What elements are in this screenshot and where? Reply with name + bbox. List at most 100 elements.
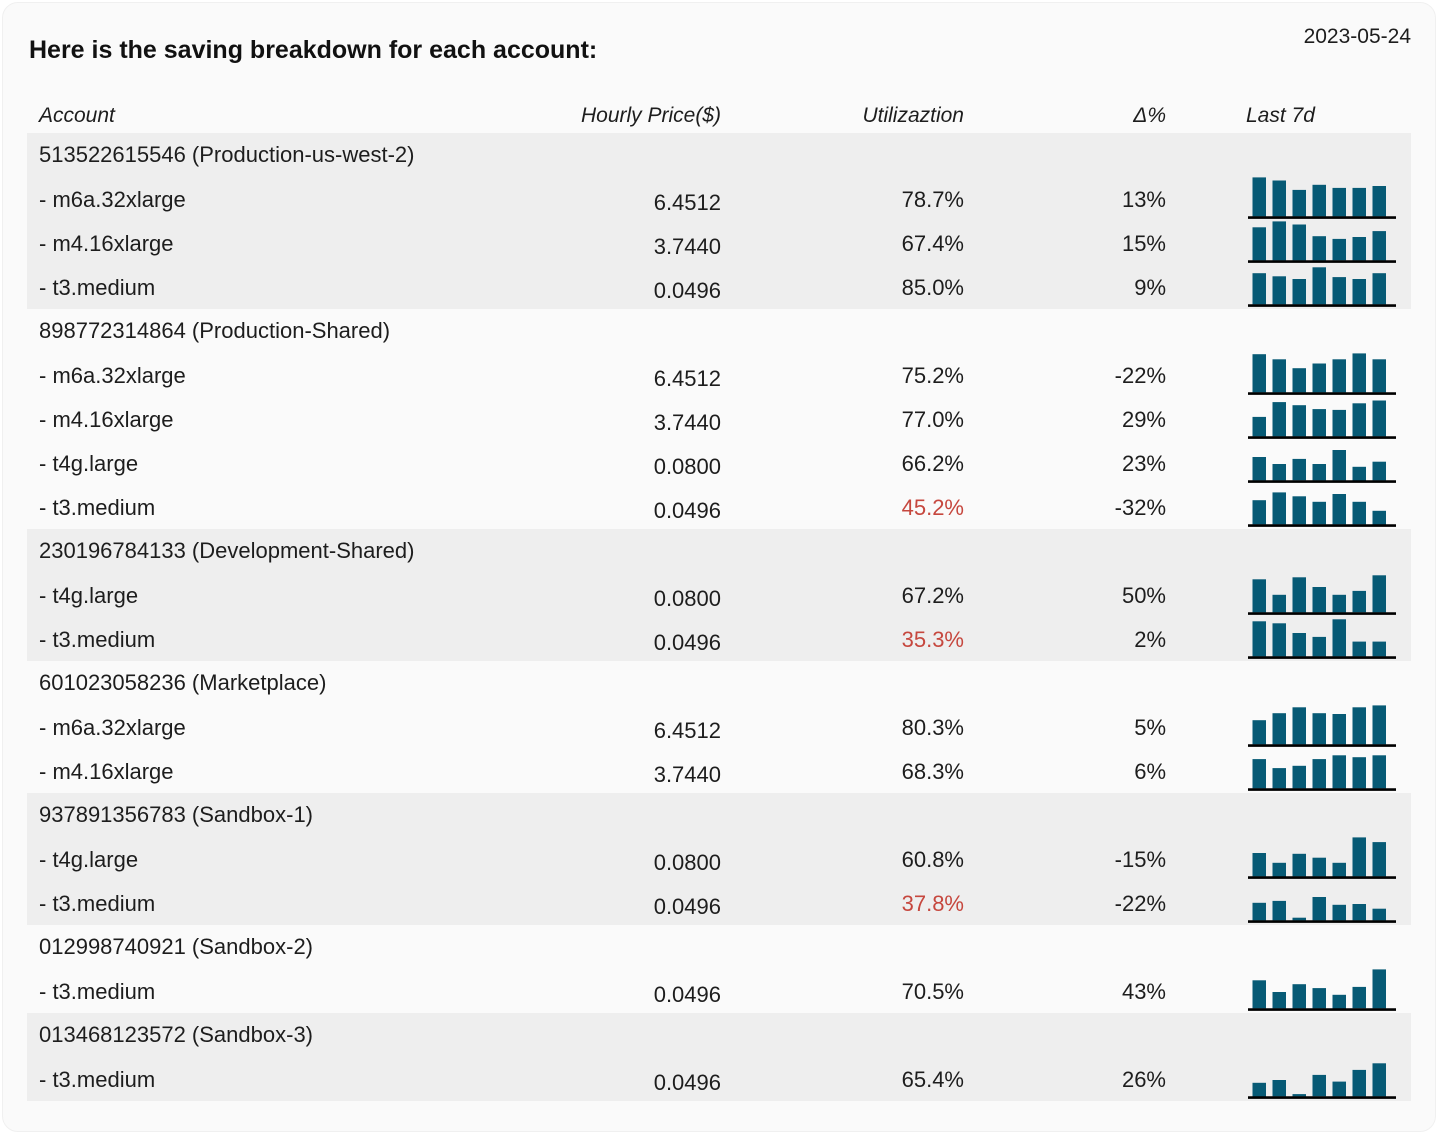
instance-row: - m6a.32xlarge 6.4512 80.3% 5%	[27, 705, 1411, 749]
account-label: 601023058236 (Marketplace)	[39, 670, 327, 695]
spark-bar	[1252, 759, 1266, 789]
spark-bar	[1332, 619, 1346, 657]
utilization-value: 45.2%	[901, 495, 964, 520]
page-title: Here is the saving breakdown for each ac…	[29, 36, 598, 64]
spark-bar	[1332, 450, 1346, 481]
account-section: 230196784133 (Development-Shared) - t4g.l…	[27, 529, 1411, 661]
account-label: 898772314864 (Production-Shared)	[39, 318, 391, 343]
instance-row: - t3.medium 0.0496 35.3% 2%	[27, 617, 1411, 661]
spark-bar	[1292, 224, 1306, 261]
spark-bar	[1292, 577, 1306, 613]
table-body: 513522615546 (Production-us-west-2) - m6a…	[27, 133, 1411, 1101]
spark-bar	[1292, 279, 1306, 305]
delta-value: 23%	[1121, 451, 1166, 476]
account-section: 898772314864 (Production-Shared) - m6a.32…	[27, 309, 1411, 529]
last7d-sparkline	[1248, 755, 1396, 791]
column-header-account: Account	[39, 104, 115, 127]
spark-bar	[1252, 720, 1266, 745]
spark-bar	[1292, 853, 1306, 877]
spark-bar	[1332, 714, 1346, 745]
spark-bar	[1292, 189, 1306, 217]
spark-bar	[1292, 1094, 1306, 1097]
account-section-header: 230196784133 (Development-Shared)	[27, 529, 1411, 573]
utilization-value: 70.5%	[901, 979, 964, 1004]
instance-label: - t4g.large	[39, 451, 139, 476]
instance-label: - m6a.32xlarge	[39, 715, 186, 740]
utilization-value: 85.0%	[901, 275, 964, 300]
spark-bar	[1272, 623, 1286, 657]
account-section: 601023058236 (Marketplace) - m6a.32xlarge…	[27, 661, 1411, 793]
delta-value: 15%	[1121, 231, 1166, 256]
instance-row: - m4.16xlarge 3.7440 68.3% 6%	[27, 749, 1411, 793]
instance-row: - m6a.32xlarge 6.4512 75.2% -22%	[27, 353, 1411, 397]
account-label: 013468123572 (Sandbox-3)	[39, 1022, 314, 1047]
last7d-cell	[1166, 837, 1411, 883]
last7d-sparkline	[1248, 837, 1396, 879]
spark-bar	[1292, 707, 1306, 745]
last7d-sparkline	[1248, 969, 1396, 1011]
delta-value: 9%	[1134, 275, 1166, 300]
hourly-price-value: 3.7440	[653, 234, 721, 259]
spark-bar	[1352, 187, 1366, 217]
spark-bar	[1312, 1074, 1326, 1097]
spark-bar	[1352, 279, 1366, 305]
utilization-value: 75.2%	[901, 363, 964, 388]
savings-table: Account Hourly Price($) Utilizaztion Δ% …	[27, 99, 1411, 1101]
table-header-row: Account Hourly Price($) Utilizaztion Δ% …	[27, 99, 1411, 133]
spark-bar	[1332, 904, 1346, 921]
spark-bar	[1352, 1069, 1366, 1097]
spark-bar	[1332, 994, 1346, 1009]
instance-row: - t3.medium 0.0496 45.2% -32%	[27, 485, 1411, 529]
delta-value: -22%	[1114, 363, 1166, 388]
last7d-sparkline	[1248, 897, 1396, 923]
account-section-header: 898772314864 (Production-Shared)	[27, 309, 1411, 353]
spark-bar	[1252, 354, 1266, 393]
hourly-price-value: 0.0800	[653, 586, 721, 611]
spark-bar	[1272, 180, 1286, 217]
last7d-sparkline	[1248, 1063, 1396, 1099]
spark-bar	[1312, 587, 1326, 613]
instance-label: - t3.medium	[39, 275, 156, 300]
last7d-cell	[1166, 969, 1411, 1015]
account-section: 937891356783 (Sandbox-1) - t4g.large 0.080…	[27, 793, 1411, 925]
utilization-value: 68.3%	[901, 759, 964, 784]
spark-bar	[1372, 575, 1386, 613]
spark-bar	[1332, 187, 1346, 217]
column-header-utilization: Utilizaztion	[862, 104, 964, 127]
last7d-cell	[1166, 485, 1411, 531]
account-section-header: 513522615546 (Production-us-west-2)	[27, 133, 1411, 177]
account-label: 012998740921 (Sandbox-2)	[39, 934, 314, 959]
spark-bar	[1372, 969, 1386, 1009]
hourly-price-value: 0.0496	[653, 894, 721, 919]
spark-bar	[1252, 579, 1266, 613]
spark-bar	[1292, 633, 1306, 657]
spark-bar	[1332, 359, 1346, 393]
delta-value: 2%	[1134, 627, 1166, 652]
instance-row: - t4g.large 0.0800 67.2% 50%	[27, 573, 1411, 617]
hourly-price-value: 6.4512	[653, 190, 721, 215]
delta-value: 5%	[1134, 715, 1166, 740]
spark-bar	[1372, 510, 1386, 525]
spark-bar	[1312, 464, 1326, 481]
spark-bar	[1272, 492, 1286, 525]
spark-bar	[1292, 765, 1306, 789]
spark-bar	[1272, 464, 1286, 481]
spark-bar	[1372, 641, 1386, 657]
spark-bar	[1272, 900, 1286, 921]
utilization-value: 78.7%	[901, 187, 964, 212]
hourly-price-value: 0.0496	[653, 498, 721, 523]
spark-bar	[1252, 273, 1266, 305]
instance-label: - t4g.large	[39, 847, 139, 872]
hourly-price-value: 0.0496	[653, 278, 721, 303]
last7d-sparkline	[1248, 221, 1396, 263]
spark-bar	[1312, 897, 1326, 921]
instance-label: - t4g.large	[39, 583, 139, 608]
hourly-price-value: 0.0496	[653, 630, 721, 655]
spark-bar	[1272, 768, 1286, 789]
spark-bar	[1272, 992, 1286, 1009]
spark-bar	[1352, 641, 1366, 657]
hourly-price-value: 3.7440	[653, 410, 721, 435]
utilization-value: 77.0%	[901, 407, 964, 432]
last7d-cell	[1166, 397, 1411, 443]
